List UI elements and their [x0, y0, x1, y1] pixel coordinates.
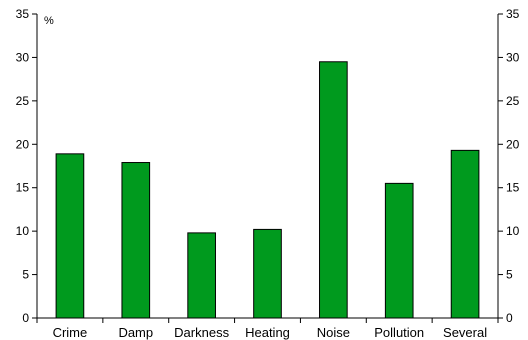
y-tick-left-label: 35 [16, 7, 30, 21]
x-ticks [36, 318, 499, 323]
category-label: Darkness [174, 325, 229, 340]
plot-area: % 0 5 10 15 20 25 30 35 0 5 10 15 20 25 30 35 Crime Dam… [16, 7, 520, 340]
category-label: Damp [118, 325, 153, 340]
y-tick-right-label: 25 [506, 94, 520, 108]
category-label: Several [443, 325, 487, 340]
y-unit-label: % [44, 15, 54, 27]
y-tick-left-label: 15 [16, 181, 30, 195]
y-tick-right-label: 30 [506, 50, 520, 64]
bar-several [450, 149, 480, 319]
y-tick-left-label: 5 [22, 268, 29, 282]
y-tick-right-label: 0 [506, 311, 513, 325]
y-ticks-left: 0 5 10 15 20 25 30 35 [16, 7, 37, 325]
y-tick-right-label: 35 [506, 7, 520, 21]
y-tick-left-label: 20 [16, 137, 30, 151]
bar-crime [55, 153, 85, 319]
category-labels: Crime Damp Darkness Heating Noise Pollution Se… [53, 325, 488, 340]
y-tick-right-label: 10 [506, 224, 520, 238]
y-tick-left-label: 30 [16, 50, 30, 64]
category-label: Crime [53, 325, 88, 340]
bar-noise [319, 61, 348, 319]
category-label: Noise [317, 325, 350, 340]
y-tick-left-label: 0 [22, 311, 29, 325]
y-tick-left-label: 25 [16, 94, 30, 108]
bar-pollution [384, 182, 414, 319]
bar-heating [253, 228, 282, 319]
bars [55, 61, 480, 319]
y-ticks-right: 0 5 10 15 20 25 30 35 [498, 7, 520, 325]
bar-damp [121, 162, 151, 319]
category-label: Pollution [374, 325, 424, 340]
bar-darkness [187, 232, 216, 319]
y-tick-left-label: 10 [16, 224, 30, 238]
y-tick-right-label: 15 [506, 181, 520, 195]
y-tick-right-label: 5 [506, 268, 513, 282]
category-label: Heating [245, 325, 290, 340]
y-tick-right-label: 20 [506, 137, 520, 151]
